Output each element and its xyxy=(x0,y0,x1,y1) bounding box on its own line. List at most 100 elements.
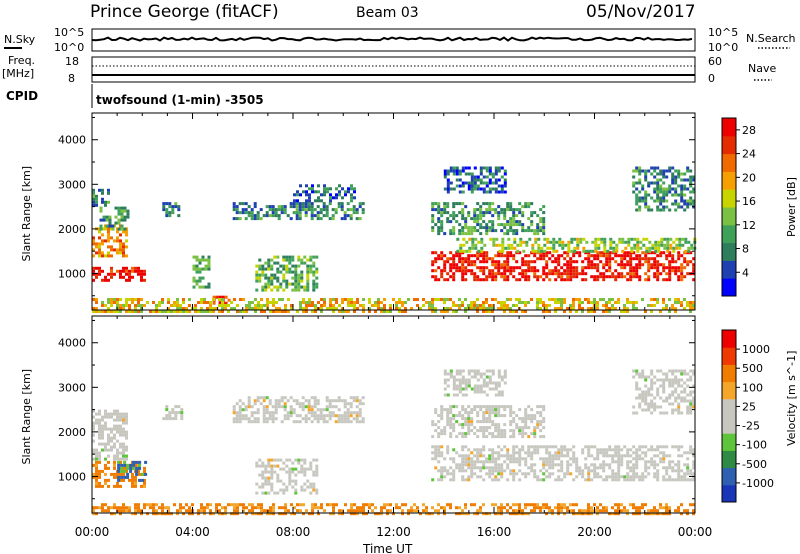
data-cell xyxy=(194,307,197,310)
data-cell xyxy=(146,503,149,507)
data-cell xyxy=(536,269,540,273)
data-cell xyxy=(315,267,319,271)
data-cell xyxy=(305,301,308,304)
data-cell xyxy=(452,211,456,215)
data-cell xyxy=(656,266,660,270)
data-cell xyxy=(641,369,645,373)
data-cell xyxy=(662,460,666,464)
data-cell xyxy=(303,488,307,492)
data-cell xyxy=(449,187,453,191)
data-cell xyxy=(515,472,519,476)
data-cell xyxy=(615,243,619,247)
data-cell xyxy=(551,272,555,276)
data-cell xyxy=(476,223,480,227)
data-cell xyxy=(459,249,463,253)
data-cell xyxy=(587,310,590,313)
data-cell xyxy=(143,478,146,482)
data-cell xyxy=(256,408,260,412)
data-cell xyxy=(635,369,639,373)
data-cell xyxy=(303,467,307,471)
data-cell xyxy=(92,298,95,301)
data-cell xyxy=(683,396,687,400)
data-cell xyxy=(200,506,203,510)
data-cell xyxy=(488,414,492,418)
data-cell xyxy=(276,476,280,480)
data-cell xyxy=(123,209,127,213)
data-cell xyxy=(308,193,311,197)
data-cell xyxy=(680,399,684,403)
data-cell xyxy=(689,378,693,382)
data-cell xyxy=(440,254,444,258)
data-cell xyxy=(644,451,648,455)
data-cell xyxy=(587,257,591,261)
data-cell xyxy=(650,378,654,382)
data-cell xyxy=(107,478,110,482)
data-cell xyxy=(650,166,654,170)
data-cell xyxy=(629,275,633,279)
data-cell xyxy=(665,257,669,261)
data-cell xyxy=(361,402,365,406)
data-cell xyxy=(653,405,657,409)
data-cell xyxy=(440,211,444,215)
data-cell xyxy=(656,405,660,409)
data-region xyxy=(117,460,148,482)
data-cell xyxy=(261,476,265,480)
data-cell xyxy=(292,420,296,424)
data-cell xyxy=(497,214,501,218)
data-cell xyxy=(488,190,492,194)
data-cell xyxy=(671,257,675,261)
data-cell xyxy=(452,260,456,264)
data-cell xyxy=(155,512,158,516)
data-cell xyxy=(659,460,663,464)
data-cell xyxy=(512,457,516,461)
data-cell xyxy=(141,472,145,476)
data-cell xyxy=(358,399,362,403)
data-cell xyxy=(295,211,299,215)
data-cell xyxy=(674,375,678,379)
data-cell xyxy=(614,448,618,452)
data-cell xyxy=(221,506,224,510)
data-cell xyxy=(113,409,116,413)
data-cell xyxy=(683,478,687,482)
data-cell xyxy=(488,381,492,385)
data-cell xyxy=(561,243,565,247)
data-cell xyxy=(660,240,664,244)
data-cell xyxy=(500,223,504,227)
data-cell xyxy=(531,243,535,247)
data-cell xyxy=(569,307,572,310)
data-cell xyxy=(671,408,675,412)
data-cell xyxy=(119,248,122,252)
data-cell xyxy=(689,175,693,179)
data-cell xyxy=(521,211,525,215)
data-cell xyxy=(440,405,444,409)
data-cell xyxy=(644,257,648,261)
data-cell xyxy=(518,460,522,464)
data-cell xyxy=(282,258,286,262)
data-cell xyxy=(102,218,106,222)
data-cell xyxy=(344,193,347,197)
data-cell xyxy=(257,506,260,510)
data-cell xyxy=(95,272,98,276)
data-cell xyxy=(485,393,489,397)
data-cell xyxy=(262,214,266,218)
data-cell xyxy=(358,202,362,206)
data-cell xyxy=(566,454,570,458)
data-cell xyxy=(289,408,293,412)
data-cell xyxy=(630,237,634,241)
data-cell xyxy=(110,427,113,431)
data-cell xyxy=(587,472,591,476)
data-cell xyxy=(518,506,521,510)
data-cell xyxy=(198,276,202,280)
data-cell xyxy=(482,266,486,270)
data-cell xyxy=(500,393,504,397)
data-cell xyxy=(524,408,528,412)
data-cell xyxy=(476,278,480,282)
data-cell xyxy=(431,298,434,301)
data-cell xyxy=(650,405,654,409)
data-cell xyxy=(479,169,483,173)
data-cell xyxy=(277,405,281,409)
data-cell xyxy=(674,463,678,467)
data-cell xyxy=(549,246,553,250)
data-cell xyxy=(134,475,137,479)
